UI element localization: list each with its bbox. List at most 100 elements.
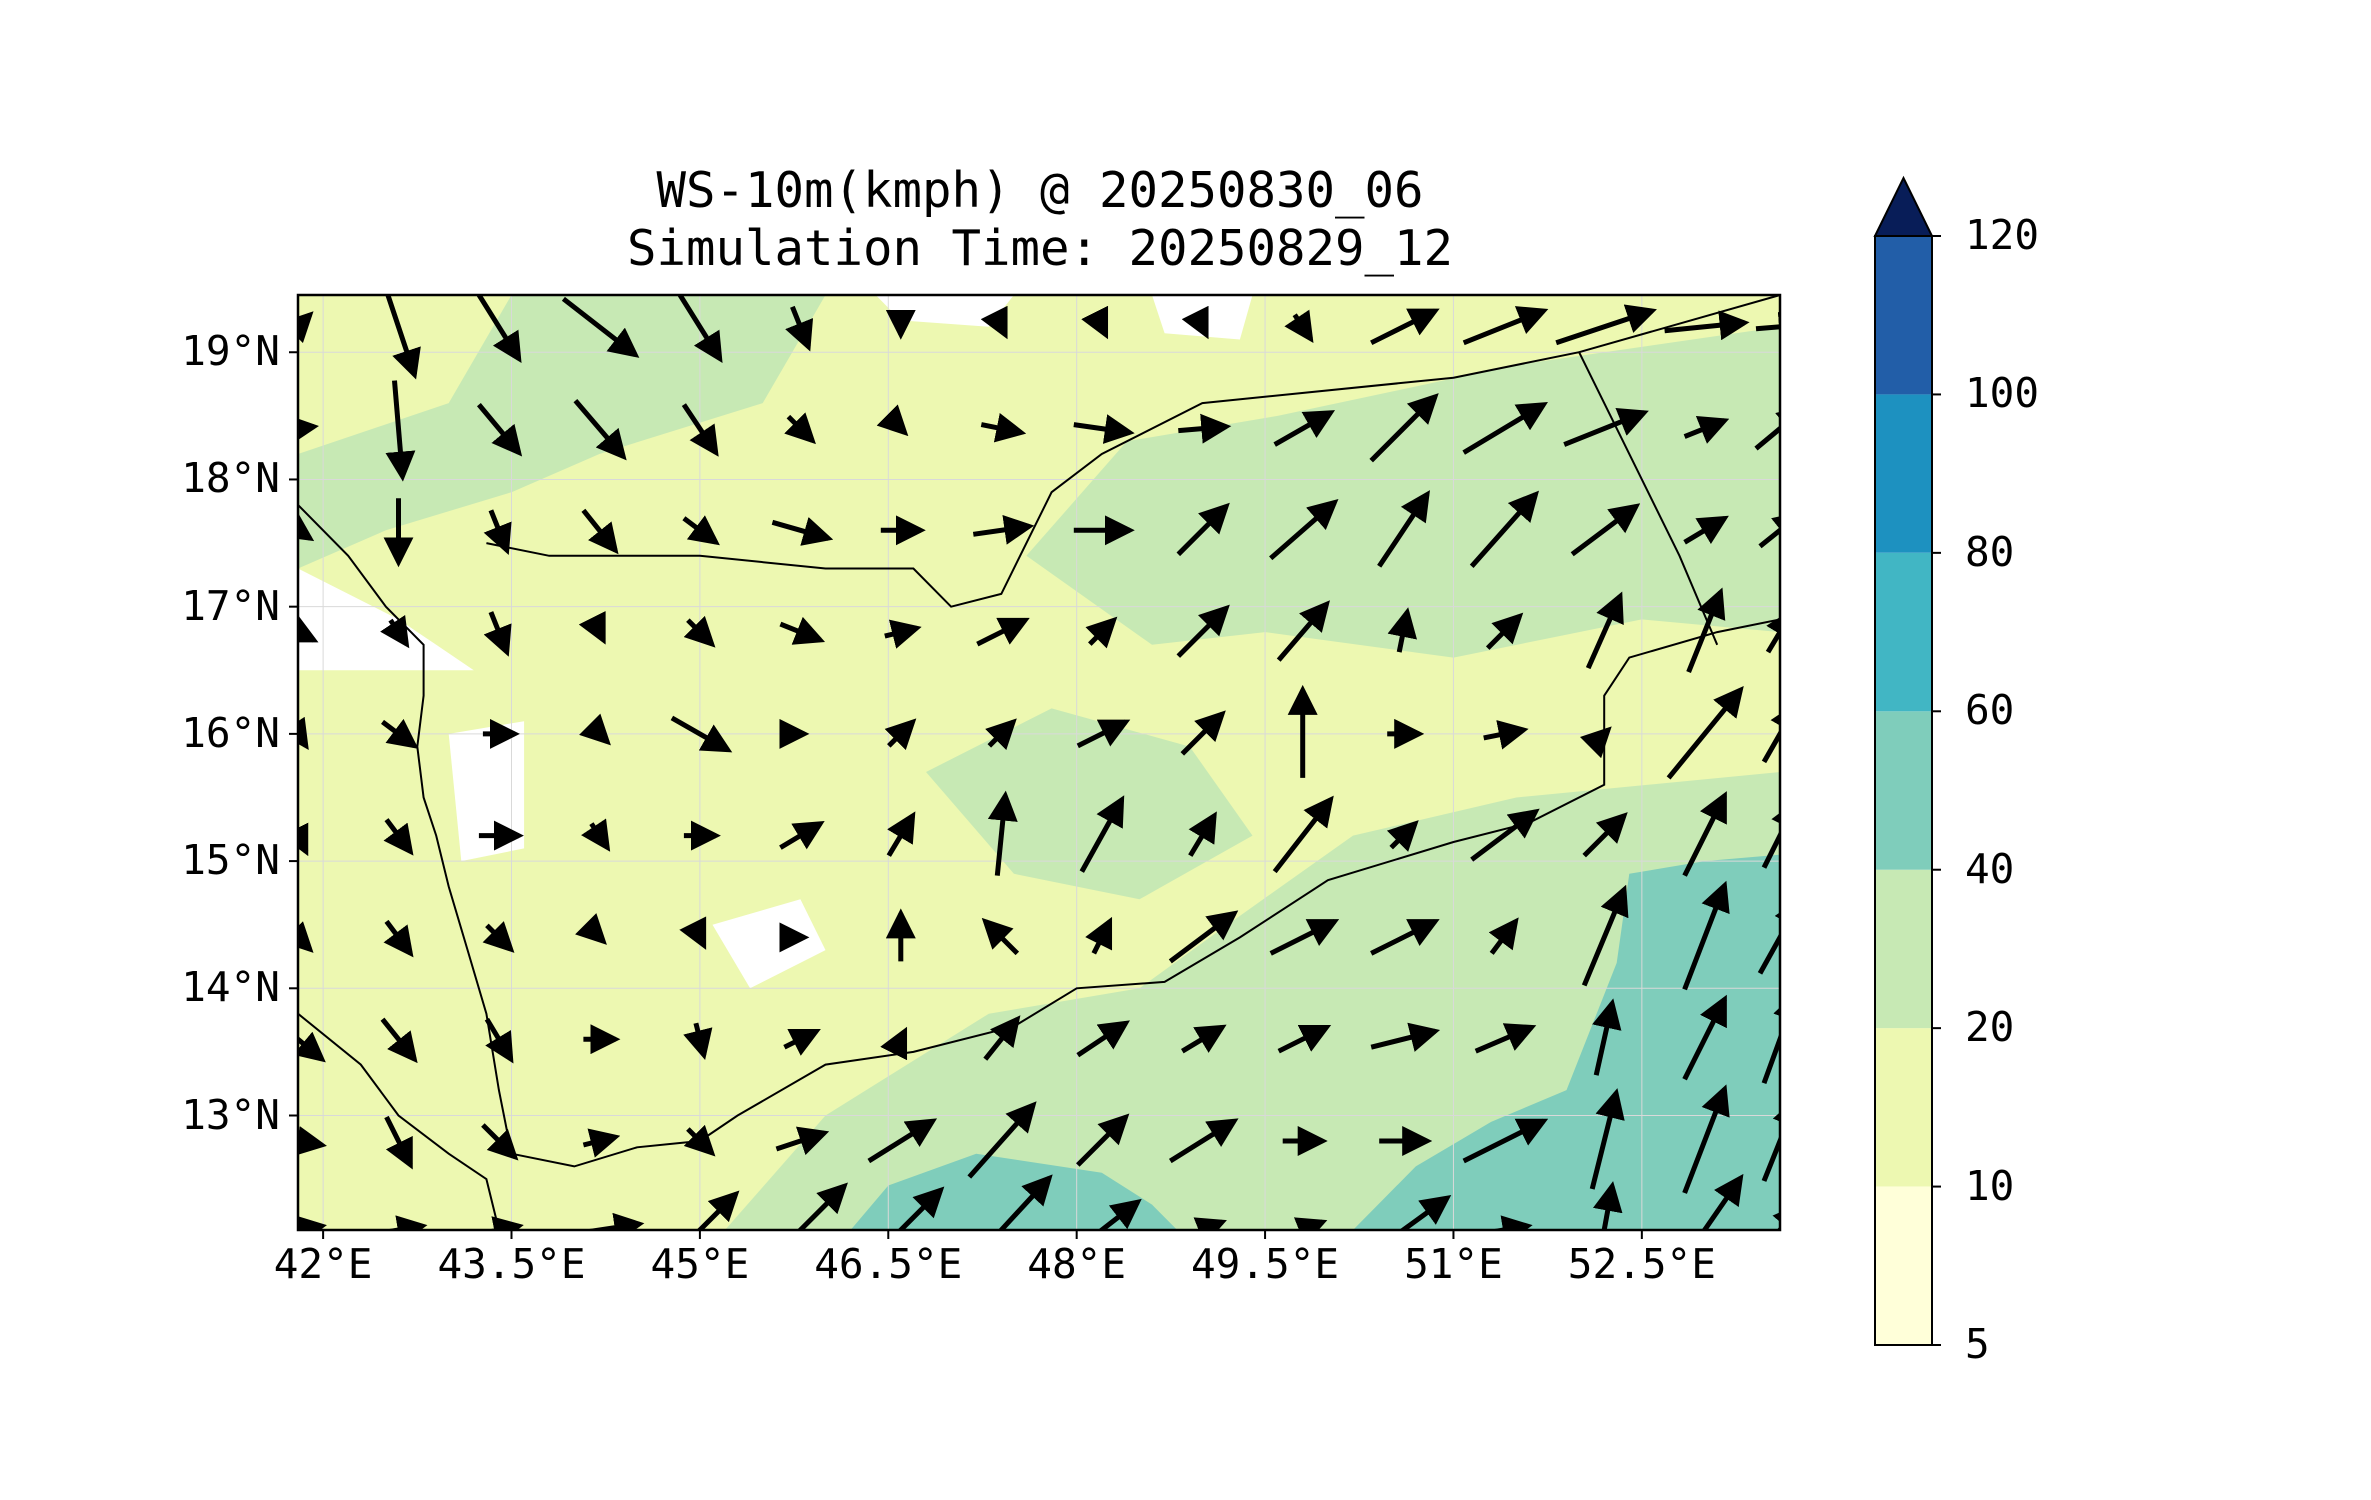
wind-arrow-r6-c0 [298,921,314,953]
wind-arrow-r1-c11 [1369,393,1439,463]
wind-arrow-r9-c3 [582,1212,645,1230]
wind-arrow-r8-c7 [967,1101,1037,1179]
lon-tick-label: 48°E [1027,1240,1127,1288]
wind-arrow-r2-c13 [1570,503,1641,557]
wind-arrow-r2-c9 [1176,502,1230,557]
wind-arrow-r9-c5 [796,1182,848,1230]
wind-arrow-r7-c7 [983,1015,1021,1061]
colorbar-segment-4 [1875,552,1932,712]
wind-arrow-r3-c7 [976,617,1030,647]
wind-arrow-r9-c11 [1398,1195,1452,1230]
wind-arrow-r6-c13 [1581,884,1629,987]
wind-arrow-r0-c15 [1755,311,1780,342]
wind-arrow-r0-c14 [1664,310,1750,341]
wind-arrow-r0-c0 [298,311,314,344]
colorbar-tick-label: 20 [1965,1003,2015,1052]
wind-arrow-r6-c9 [1168,910,1239,964]
wind-arrow-r9-c1 [383,1215,428,1230]
wind-arrow-r4-c6 [884,718,917,751]
wind-arrow-r5-c0 [298,822,309,857]
wind-arrow-r3-c12 [1485,612,1524,650]
wind-arrow-r6-c2 [482,921,515,953]
wind-arrow-r3-c0 [298,615,319,643]
wind-arrow-r6-c10 [1269,919,1340,956]
wind-arrow-r8-c8 [1076,1113,1130,1167]
wind-arrow-r1-c2 [476,402,523,457]
wind-arrow-r7-c14 [1682,994,1727,1081]
wind-arrow-r5-c11 [1386,820,1419,852]
wind-arrow-r9-c4 [696,1190,740,1230]
wind-arrow-r4-c3 [579,713,611,746]
wind-arrow-r9-c0 [298,1215,327,1230]
wind-arrow-r7-c9 [1181,1024,1227,1054]
colorbar-segment-2 [1875,869,1932,1029]
wind-arrow-r2-c4 [682,515,720,546]
wind-arrow-r4-c15 [1761,701,1780,764]
wind-arrow-r3-c2 [483,611,512,657]
wind-arrow-r5-c6 [886,811,916,857]
wind-arrow-r5-c9 [1188,811,1217,857]
wind-zone-5 [1353,854,1780,1230]
colorbar-tick-label: 120 [1965,211,2040,259]
colorbar-tick-label: 10 [1965,1161,2015,1210]
figure-subtitle: Simulation Time: 20250829_12 [626,220,1453,277]
wind-arrow-r7-c13 [1592,998,1622,1076]
wind-arrow-r8-c1 [384,1115,413,1170]
wind-arrow-r8-c3 [582,1128,621,1158]
wind-arrow-r4-c12 [1483,720,1529,750]
lat-tick-label: 19°N [181,327,280,376]
wind-arrow-r5-c13 [1582,812,1628,858]
wind-arrow-r0-c13 [1555,304,1657,346]
wind-arrow-r0-c7 [980,305,1008,340]
colorbar-frame [1874,235,1933,1346]
wind-arrow-r7-c0 [298,1031,326,1063]
wind-arrow-r1-c3 [573,398,627,461]
wind-arrow-r3-c6 [884,619,922,649]
colorbar-tick-label: 40 [1965,844,2015,893]
wind-arrow-r8-c6 [867,1118,938,1164]
wind-arrow-r6-c11 [1370,919,1440,956]
wind-arrow-r7-c8 [1076,1020,1130,1058]
wind-arrow-r3-c10 [1276,600,1330,662]
wind-zone-0 [298,295,826,569]
wind-arrow-r1-c13 [1563,407,1649,447]
wind-arrow-r3-c13 [1585,591,1624,670]
wind-arrow-r1-c6 [876,404,909,437]
wind-arrow-r3-c1 [380,614,410,649]
wind-arrow-r0-c5 [785,305,814,352]
wind-arrow-r6-c15 [1757,897,1780,975]
wind-arrow-r3-c11 [1387,607,1418,653]
wind-arrow-r8-c9 [1168,1118,1239,1164]
wind-arrow-r5-c12 [1470,808,1540,862]
wind-arrow-r0-c3 [561,296,640,358]
wind-zone-3 [926,708,1253,900]
wind-arrow-r0-c10 [1284,309,1314,343]
wind-arrow-r7-c6 [880,1026,908,1061]
colorbar-segment-6 [1875,236,1932,395]
wind-arrow-r0-c11 [1370,308,1440,346]
lat-tick-label: 16°N [181,708,280,757]
colorbar-segment-1 [1875,1028,1932,1187]
wind-arrow-r3-c4 [683,615,716,648]
wind-arrow-r3-c8 [1085,616,1118,649]
wind-arrow-r4-c7 [985,718,1017,751]
wind-arrow-r1-c12 [1462,402,1548,455]
colorbar-segment-5 [1875,394,1932,553]
lat-tick-label: 18°N [181,454,280,503]
wind-arrow-r1-c7 [980,412,1027,443]
wind-arrow-r6-c3 [575,913,607,945]
lon-tick-label: 42°E [273,1240,373,1288]
wind-zone-7 [712,899,826,989]
wind-arrow-r4-c14 [1666,686,1744,780]
wind-arrow-r9-c6 [897,1186,945,1230]
wind-zone-6 [448,721,525,862]
wind-arrow-r6-c8 [1085,916,1113,955]
wind-arrow-r9-c14 [1701,1173,1744,1230]
lon-tick-label: 43.5°E [437,1240,586,1288]
colorbar-tick-label: 80 [1965,527,2015,576]
wind-arrow-r0-c1 [385,295,421,380]
wind-vectors [298,295,1780,1230]
wind-arrow-r1-c8 [1073,414,1135,444]
lon-tick-label: 51°E [1404,1240,1503,1288]
